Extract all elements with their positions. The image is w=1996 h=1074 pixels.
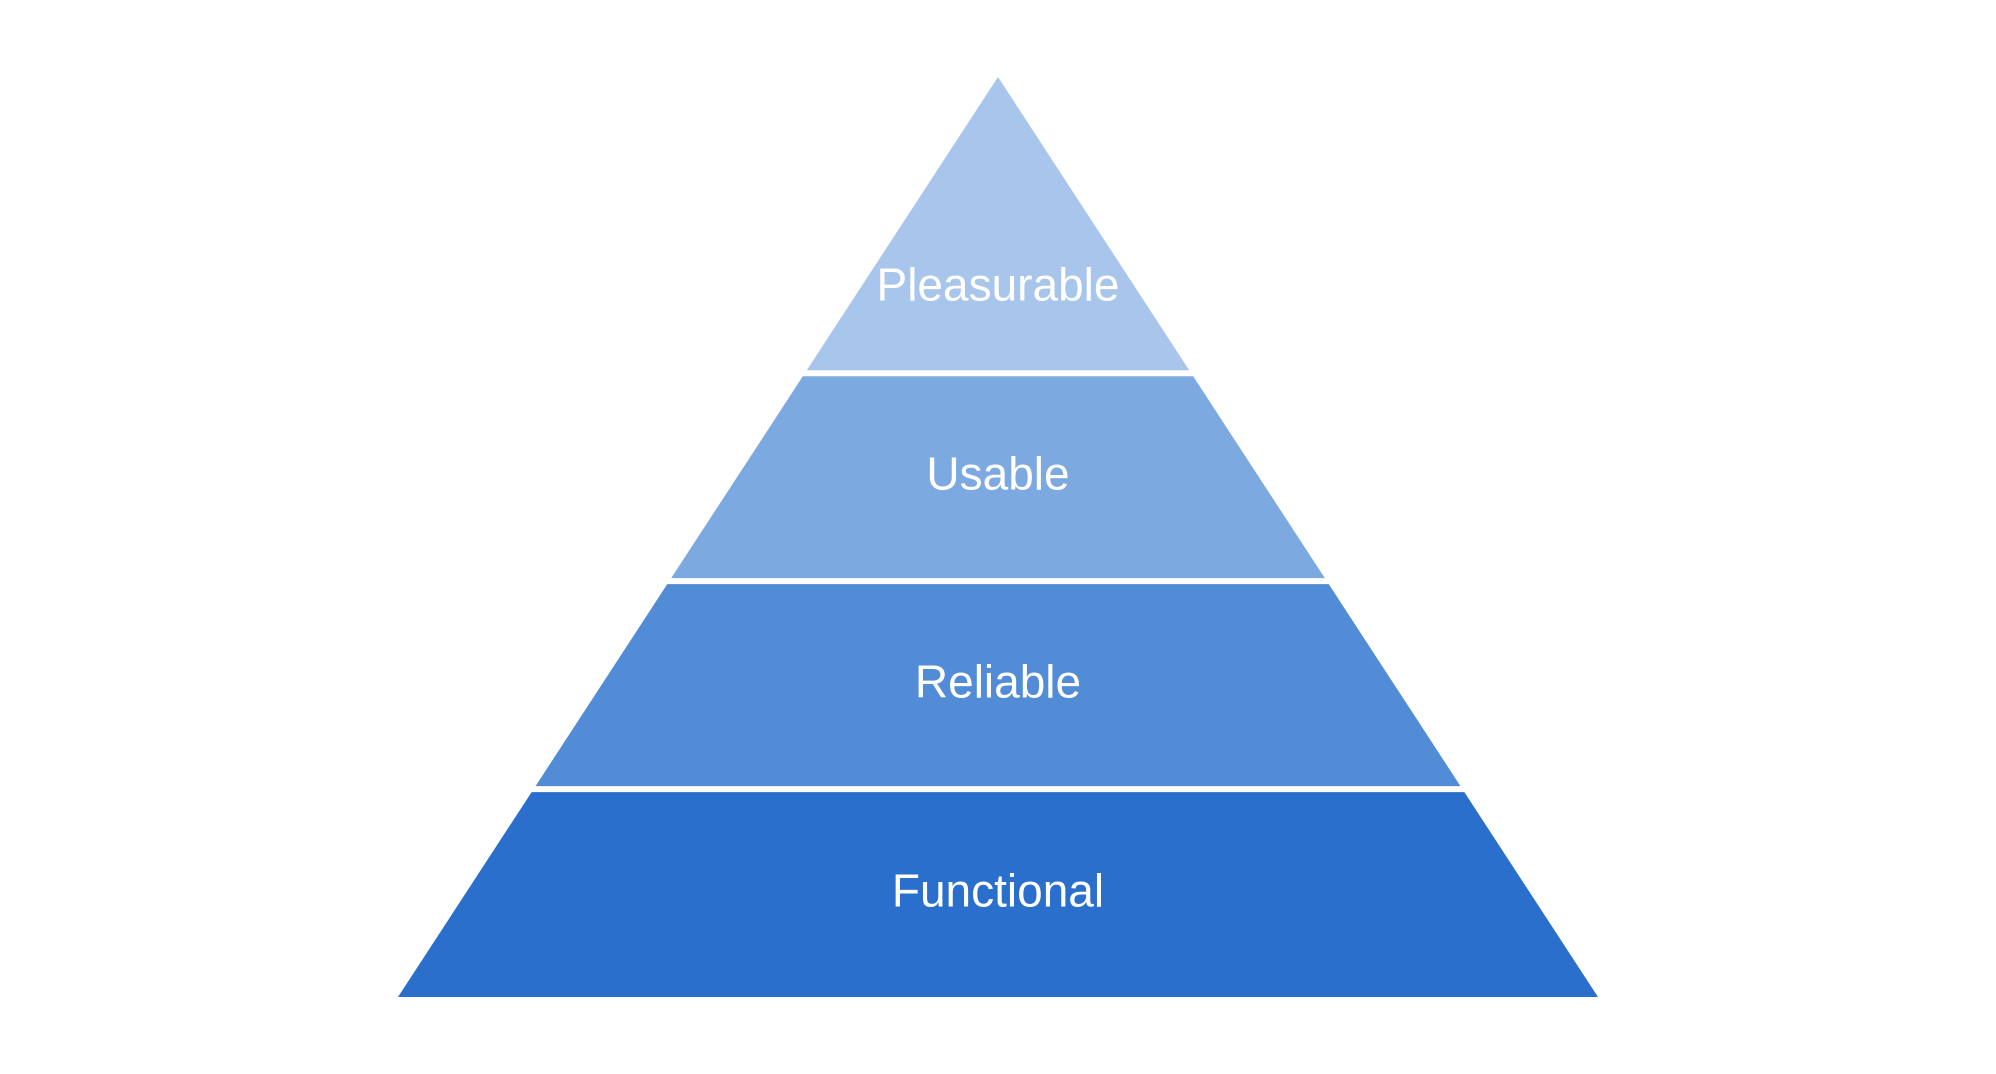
pyramid-svg: Pleasurable Usable Reliable Functional: [398, 77, 1598, 997]
pyramid-level-label-3: Functional: [892, 865, 1104, 917]
pyramid-level-label-2: Reliable: [915, 655, 1081, 707]
pyramid-level-label-0: Pleasurable: [877, 258, 1120, 310]
pyramid-diagram: Pleasurable Usable Reliable Functional: [398, 77, 1598, 997]
pyramid-level-label-1: Usable: [926, 447, 1069, 499]
pyramid-level-0: [807, 77, 1189, 370]
